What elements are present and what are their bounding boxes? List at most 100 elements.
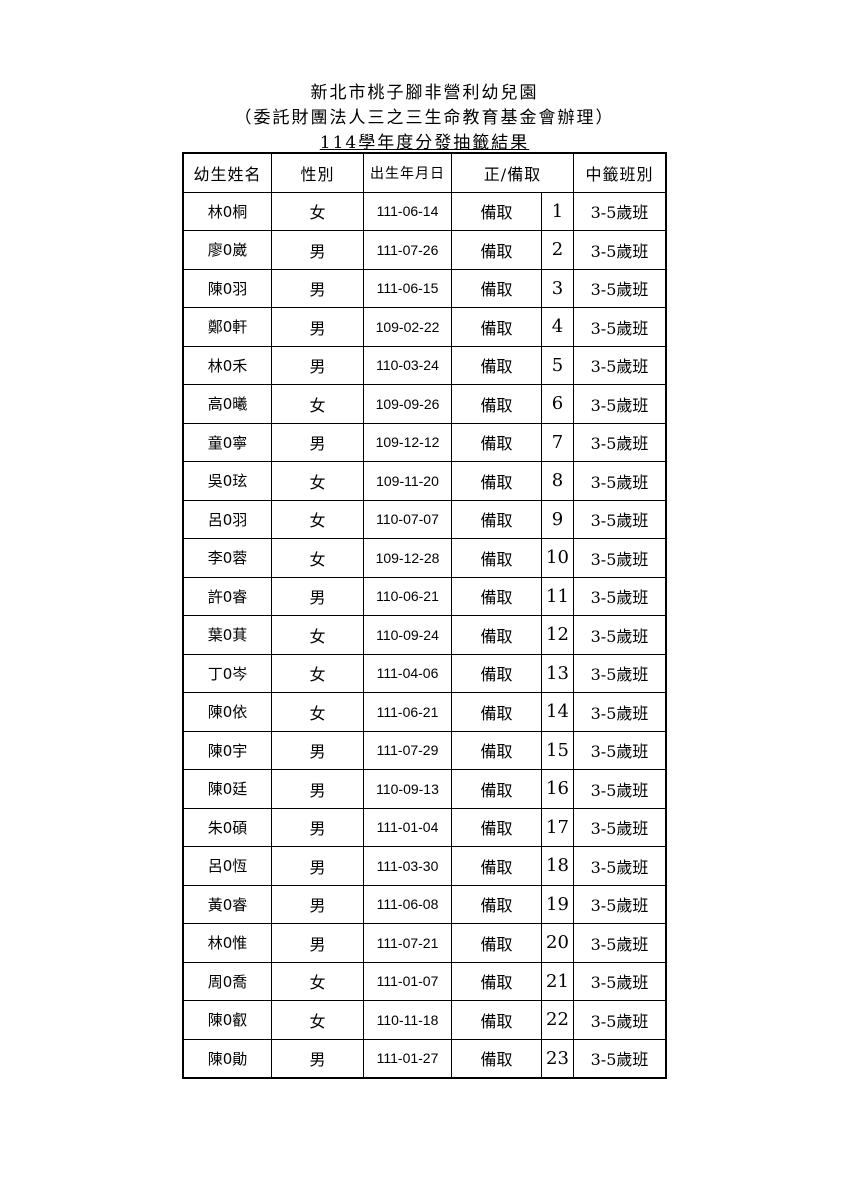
status: 備取 <box>451 1038 542 1079</box>
birthdate: 109-02-22 <box>363 307 452 347</box>
waitlist-number: 22 <box>541 1000 574 1040</box>
gender: 男 <box>271 268 364 308</box>
col-name: 幼生姓名 <box>182 152 272 193</box>
status: 備取 <box>451 576 542 616</box>
class: 3-5歲班 <box>573 345 667 385</box>
gender: 男 <box>271 1038 364 1079</box>
class: 3-5歲班 <box>573 884 667 924</box>
class: 3-5歲班 <box>573 384 667 424</box>
status: 備取 <box>451 615 542 655</box>
status: 備取 <box>451 769 542 809</box>
table-row: 吳0玹女 109-11-20 備取 8 3-5歲班 <box>182 461 667 501</box>
status: 備取 <box>451 538 542 578</box>
student-name: 朱0碩 <box>182 807 272 847</box>
waitlist-number: 3 <box>541 268 574 308</box>
student-name: 李0蓉 <box>182 538 272 578</box>
class: 3-5歲班 <box>573 191 667 231</box>
waitlist-number: 20 <box>541 923 574 963</box>
status: 備取 <box>451 653 542 693</box>
gender: 男 <box>271 807 364 847</box>
table-header-row: 幼生姓名 性別 出生年月日 正/備取 中籤班別 <box>182 152 667 193</box>
student-name: 吳0玹 <box>182 461 272 501</box>
class: 3-5歲班 <box>573 307 667 347</box>
gender: 女 <box>271 499 364 539</box>
birthdate: 110-11-18 <box>363 1000 452 1040</box>
birthdate: 109-09-26 <box>363 384 452 424</box>
table-row: 陳0勛男 111-01-27 備取 23 3-5歲班 <box>182 1038 667 1079</box>
waitlist-number: 23 <box>541 1038 574 1079</box>
col-status: 正/備取 <box>451 152 574 193</box>
class: 3-5歲班 <box>573 807 667 847</box>
table-row: 呂0羽女 110-07-07 備取 9 3-5歲班 <box>182 499 667 539</box>
waitlist-number: 7 <box>541 422 574 462</box>
status: 備取 <box>451 307 542 347</box>
gender: 男 <box>271 345 364 385</box>
waitlist-number: 19 <box>541 884 574 924</box>
status: 備取 <box>451 923 542 963</box>
class: 3-5歲班 <box>573 961 667 1001</box>
birthdate: 111-01-07 <box>363 961 452 1001</box>
student-name: 陳0羽 <box>182 268 272 308</box>
document-subtitle: （委託財團法人三之三生命教育基金會辦理） <box>234 108 615 128</box>
student-name: 呂0恆 <box>182 846 272 886</box>
birthdate: 110-06-21 <box>363 576 452 616</box>
status: 備取 <box>451 345 542 385</box>
gender: 男 <box>271 923 364 963</box>
table-row: 鄭0軒男 109-02-22 備取 4 3-5歲班 <box>182 307 667 347</box>
birthdate: 110-07-07 <box>363 499 452 539</box>
table-row: 黃0睿男 111-06-08 備取 19 3-5歲班 <box>182 884 667 924</box>
table-row: 高0曦女 109-09-26 備取 6 3-5歲班 <box>182 384 667 424</box>
student-name: 陳0叡 <box>182 1000 272 1040</box>
gender: 男 <box>271 576 364 616</box>
waitlist-number: 13 <box>541 653 574 693</box>
table-row: 葉0萁女 110-09-24 備取 12 3-5歲班 <box>182 615 667 655</box>
table-row: 童0寧男 109-12-12 備取 7 3-5歲班 <box>182 422 667 462</box>
birthdate: 111-01-27 <box>363 1038 452 1079</box>
birthdate: 111-04-06 <box>363 653 452 693</box>
class: 3-5歲班 <box>573 422 667 462</box>
heading-text: 114學年度分發抽籤結果 <box>319 133 530 153</box>
gender: 女 <box>271 692 364 732</box>
birthdate: 109-12-12 <box>363 422 452 462</box>
status: 備取 <box>451 692 542 732</box>
class: 3-5歲班 <box>573 846 667 886</box>
gender: 男 <box>271 730 364 770</box>
table-row: 廖0崴男 111-07-26 備取 2 3-5歲班 <box>182 230 667 270</box>
waitlist-number: 14 <box>541 692 574 732</box>
gender: 女 <box>271 538 364 578</box>
table-row: 朱0碩男 111-01-04 備取 17 3-5歲班 <box>182 807 667 847</box>
col-class: 中籤班別 <box>573 152 667 193</box>
waitlist-number: 16 <box>541 769 574 809</box>
class: 3-5歲班 <box>573 461 667 501</box>
birthdate: 110-09-24 <box>363 615 452 655</box>
status: 備取 <box>451 730 542 770</box>
gender: 女 <box>271 191 364 231</box>
class: 3-5歲班 <box>573 499 667 539</box>
waitlist-number: 10 <box>541 538 574 578</box>
status: 備取 <box>451 499 542 539</box>
class: 3-5歲班 <box>573 268 667 308</box>
class: 3-5歲班 <box>573 692 667 732</box>
table-row: 陳0叡女 110-11-18 備取 22 3-5歲班 <box>182 1000 667 1040</box>
gender: 男 <box>271 422 364 462</box>
gender: 女 <box>271 615 364 655</box>
waitlist-number: 4 <box>541 307 574 347</box>
waitlist-number: 5 <box>541 345 574 385</box>
table-row: 陳0宇男 111-07-29 備取 15 3-5歲班 <box>182 730 667 770</box>
gender: 男 <box>271 846 364 886</box>
status: 備取 <box>451 384 542 424</box>
student-name: 葉0萁 <box>182 615 272 655</box>
status: 備取 <box>451 422 542 462</box>
gender: 女 <box>271 653 364 693</box>
gender: 女 <box>271 384 364 424</box>
status: 備取 <box>451 884 542 924</box>
waitlist-number: 6 <box>541 384 574 424</box>
status: 備取 <box>451 461 542 501</box>
waitlist-number: 1 <box>541 191 574 231</box>
waitlist-number: 18 <box>541 846 574 886</box>
table-row: 林0桐女 111-06-14 備取 1 3-5歲班 <box>182 191 667 231</box>
table-row: 林0禾男 110-03-24 備取 5 3-5歲班 <box>182 345 667 385</box>
birthdate: 111-07-29 <box>363 730 452 770</box>
birthdate: 111-06-15 <box>363 268 452 308</box>
student-name: 林0禾 <box>182 345 272 385</box>
